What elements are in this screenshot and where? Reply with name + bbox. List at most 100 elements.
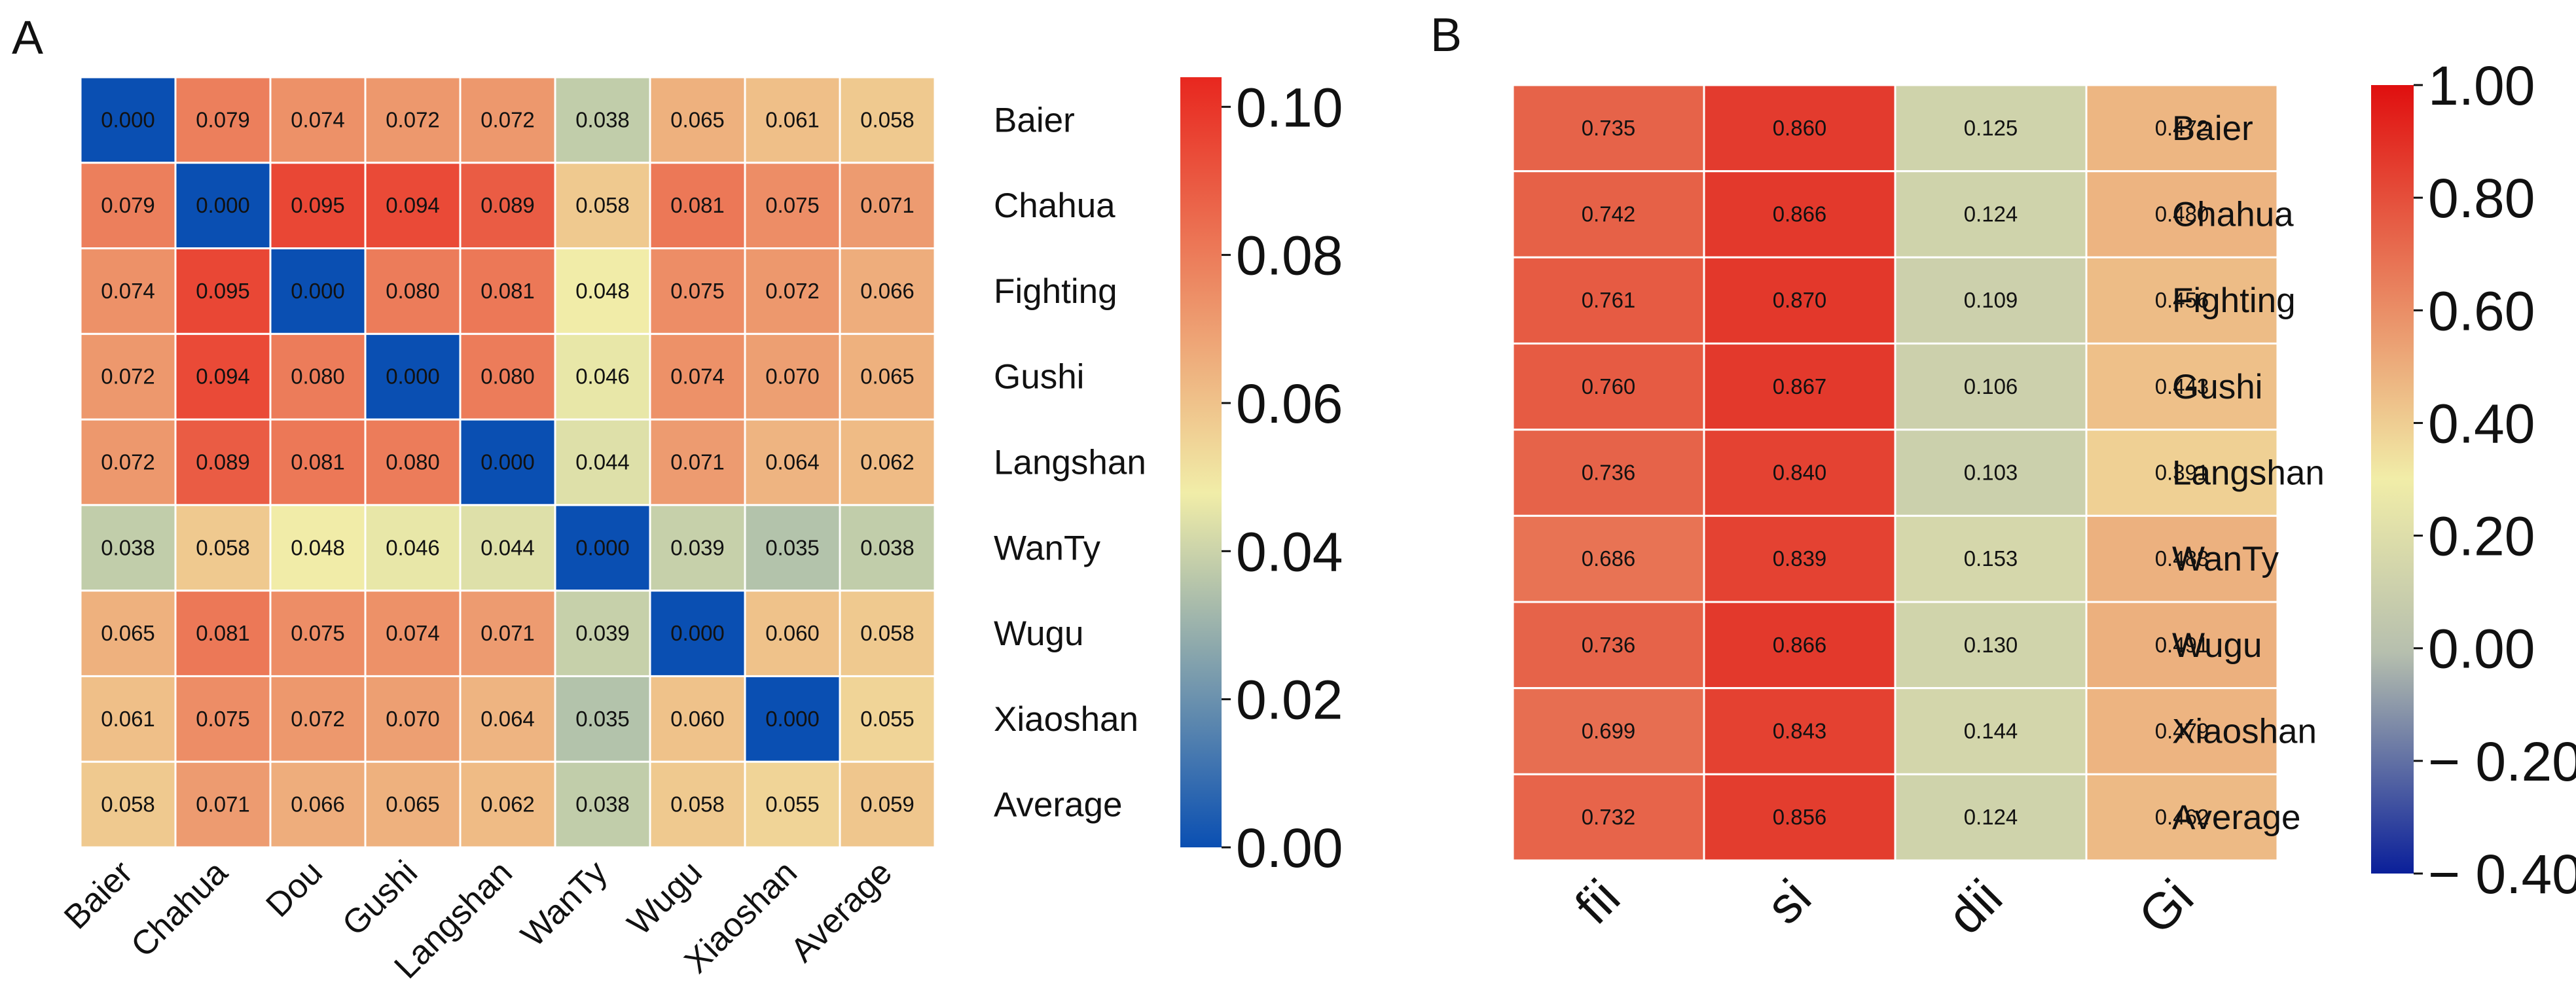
cell-value-label: 0.000 <box>101 107 155 132</box>
cell-value-label: 0.035 <box>765 535 820 559</box>
colorbar-tick-label: 0.10 <box>1236 77 1343 138</box>
cell-value-label: 0.000 <box>765 707 820 731</box>
cell-value-label: 0.072 <box>481 107 535 132</box>
heatmap-cell <box>1512 429 1705 517</box>
cell-value-label: 0.075 <box>291 621 345 645</box>
cell-value-label: 0.124 <box>1964 202 2018 226</box>
row-label: Chahua <box>994 186 1116 225</box>
cell-value-label: 0.866 <box>1773 633 1827 657</box>
row-label: Fighting <box>994 272 1117 311</box>
cell-value-label: 0.456 <box>2155 288 2209 312</box>
heatmap-cell <box>1703 514 1896 603</box>
cell-value-label: 0.064 <box>481 707 535 731</box>
cell-value-label: 0.080 <box>481 364 535 389</box>
cell-value-label: 0.071 <box>196 792 250 817</box>
cell-value-label: 0.094 <box>196 364 250 389</box>
cell-value-label: 0.391 <box>2155 461 2209 485</box>
heatmap-cell <box>79 760 177 849</box>
cell-value-label: 0.094 <box>386 193 440 217</box>
heatmap-cell <box>1894 256 2088 345</box>
heatmap-cell <box>1512 170 1705 258</box>
cell-value-label: 0.488 <box>2155 546 2209 571</box>
heatmap-cell <box>79 76 177 164</box>
heatmap-cell <box>364 675 462 763</box>
cell-value-label: 0.046 <box>575 364 630 389</box>
heatmap-cell <box>649 418 746 506</box>
row-label: Xiaoshan <box>2172 713 2317 751</box>
cell-value-label: 0.103 <box>1964 461 2018 485</box>
cell-value-label: 0.071 <box>481 621 535 645</box>
heatmap-cell <box>1703 170 1896 258</box>
cell-value-label: 0.075 <box>765 193 820 217</box>
column-label: WanTy <box>514 853 615 954</box>
heatmap-cell <box>1703 687 1896 775</box>
cell-value-label: 0.074 <box>291 107 345 132</box>
heatmap-cell <box>174 590 272 677</box>
cell-value-label: 0.044 <box>481 535 535 559</box>
heatmap-cell <box>269 504 367 592</box>
heatmap-cell <box>459 247 556 335</box>
cell-value-label: 0.079 <box>196 107 250 132</box>
cell-value-label: 0.080 <box>386 279 440 303</box>
heatmap-cell <box>174 760 272 849</box>
heatmap-cell <box>79 332 177 421</box>
cell-value-label: 0.080 <box>386 450 440 474</box>
cell-value-label: 0.000 <box>196 193 250 217</box>
heatmap-cell <box>1703 342 1896 431</box>
heatmap-cell <box>554 504 651 592</box>
row-label: Average <box>2172 798 2300 837</box>
cell-value-label: 0.072 <box>765 279 820 303</box>
cell-value-label: 0.038 <box>575 792 630 817</box>
cell-value-label: 0.840 <box>1773 461 1827 485</box>
heatmap-cell <box>744 504 841 592</box>
row-label: Chahua <box>2172 196 2294 234</box>
colorbar-a-ramp <box>1180 77 1222 847</box>
column-label: Chahua <box>124 853 235 964</box>
heatmap-cell <box>2085 342 2279 431</box>
heatmap-cell <box>649 162 746 250</box>
row-label: Average <box>994 786 1122 824</box>
heatmap-cell <box>554 760 651 849</box>
cell-value-label: 0.074 <box>670 364 725 389</box>
heatmap-cell <box>79 247 177 335</box>
heatmap-a: 0.000 0.079 0.074 0.072 0.072 0.038 0.065 0.061… <box>57 76 1146 986</box>
cell-value-label: 0.058 <box>196 535 250 559</box>
cell-value-label: 0.699 <box>1582 719 1636 743</box>
column-label: Gi <box>2128 868 2204 945</box>
colorbar-tick-label: − 0.20 <box>2428 731 2576 792</box>
row-label: Gushi <box>994 358 1084 397</box>
heatmap-cell <box>1512 687 1705 775</box>
column-label: si <box>1755 868 1822 935</box>
heatmap-cell <box>2085 84 2279 173</box>
panel-a-label: A <box>12 12 43 64</box>
cell-value-label: 0.079 <box>101 193 155 217</box>
cell-value-label: 0.064 <box>765 450 820 474</box>
heatmap-cell <box>839 504 936 592</box>
row-label: Langshan <box>2172 454 2325 493</box>
cell-value-label: 0.000 <box>291 279 345 303</box>
cell-value-label: 0.038 <box>575 107 630 132</box>
heatmap-cell <box>839 162 936 250</box>
heatmap-cell <box>2085 429 2279 517</box>
heatmap-cell <box>744 76 841 164</box>
row-label: Gushi <box>2172 368 2262 406</box>
cell-value-label: 0.075 <box>670 279 725 303</box>
heatmap-cell <box>364 247 462 335</box>
cell-value-label: 0.144 <box>1964 719 2018 743</box>
heatmap-cell <box>269 675 367 763</box>
colorbar-tick-label: 1.00 <box>2428 55 2535 116</box>
cell-value-label: 0.860 <box>1773 116 1827 140</box>
cell-value-label: 0.760 <box>1582 374 1636 398</box>
cell-value-label: 0.061 <box>765 107 820 132</box>
cell-value-label: 0.000 <box>481 450 535 474</box>
cell-value-label: 0.075 <box>196 707 250 731</box>
heatmap-cell <box>2085 256 2279 345</box>
heatmap-cell <box>1703 773 1896 862</box>
column-label: fii <box>1564 868 1631 935</box>
heatmap-cell <box>649 590 746 677</box>
cell-value-label: 0.072 <box>291 707 345 731</box>
cell-value-label: 0.080 <box>291 364 345 389</box>
heatmap-cell <box>269 247 367 335</box>
cell-value-label: 0.856 <box>1773 805 1827 829</box>
cell-value-label: 0.472 <box>2155 116 2209 140</box>
